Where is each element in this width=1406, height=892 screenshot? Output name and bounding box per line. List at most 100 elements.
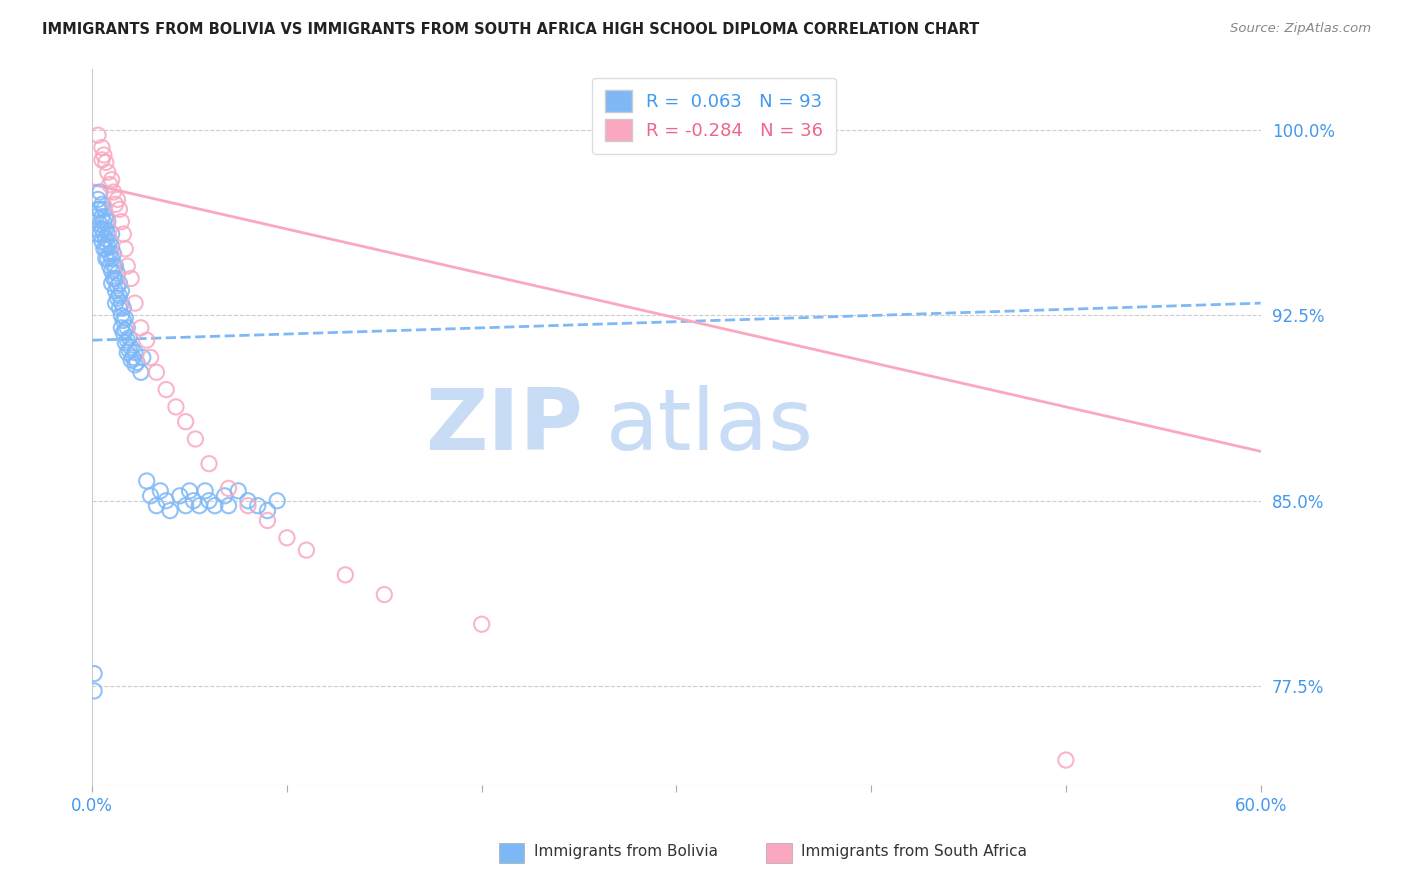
Point [83, 684, 105, 698]
Point [115, 259, 138, 273]
Point [103, 246, 125, 260]
Text: ZIP: ZIP [425, 385, 583, 468]
Point [98, 259, 121, 273]
Point [276, 531, 298, 545]
Point [100, 227, 122, 241]
Point [139, 351, 162, 365]
Point [145, 365, 167, 379]
Point [97, 214, 120, 228]
Point [90, 222, 112, 236]
Point [100, 239, 122, 253]
Point [103, 185, 125, 199]
Point [110, 214, 132, 228]
Point [120, 353, 142, 368]
Point [87, 128, 110, 143]
Point [89, 217, 111, 231]
Point [112, 313, 135, 327]
Point [90, 210, 112, 224]
Point [124, 345, 146, 359]
Point [90, 235, 112, 249]
Point [135, 333, 157, 347]
Point [118, 331, 141, 345]
Point [114, 310, 136, 325]
Point [184, 432, 207, 446]
Point [107, 291, 129, 305]
Point [218, 499, 240, 513]
Point [115, 321, 138, 335]
Point [204, 499, 226, 513]
Point [107, 278, 129, 293]
Point [194, 483, 217, 498]
Point [93, 202, 115, 217]
Point [169, 489, 191, 503]
Point [100, 252, 122, 266]
Point [256, 514, 278, 528]
Point [198, 493, 221, 508]
Point [90, 140, 112, 154]
Point [97, 239, 120, 253]
Point [159, 503, 181, 517]
Point [165, 400, 187, 414]
Point [110, 296, 132, 310]
Point [236, 493, 259, 508]
Point [104, 296, 127, 310]
Point [87, 202, 110, 217]
Point [110, 284, 132, 298]
Point [129, 365, 152, 379]
Point [256, 503, 278, 517]
Point [89, 185, 111, 199]
Point [112, 326, 135, 340]
Point [373, 588, 395, 602]
Point [226, 483, 249, 498]
Point [104, 259, 127, 273]
Point [104, 284, 127, 298]
Point [246, 499, 269, 513]
Point [124, 296, 146, 310]
Point [236, 499, 259, 513]
Point [145, 499, 167, 513]
Text: IMMIGRANTS FROM BOLIVIA VS IMMIGRANTS FROM SOUTH AFRICA HIGH SCHOOL DIPLOMA CORR: IMMIGRANTS FROM BOLIVIA VS IMMIGRANTS FR… [42, 22, 980, 37]
Point [179, 483, 201, 498]
Point [135, 474, 157, 488]
Point [94, 222, 117, 236]
Point [115, 345, 138, 359]
Point [104, 271, 127, 285]
Point [103, 259, 125, 273]
Point [108, 289, 131, 303]
Point [93, 148, 115, 162]
Point [110, 321, 132, 335]
Point [174, 499, 197, 513]
Point [89, 227, 111, 241]
Point [266, 493, 288, 508]
Point [155, 493, 177, 508]
Legend: R =  0.063   N = 93, R = -0.284   N = 36: R = 0.063 N = 93, R = -0.284 N = 36 [592, 78, 835, 154]
Point [108, 202, 131, 217]
Point [183, 493, 205, 508]
Point [107, 193, 129, 207]
Text: Source: ZipAtlas.com: Source: ZipAtlas.com [1230, 22, 1371, 36]
Point [125, 355, 148, 369]
Point [107, 267, 129, 281]
Point [97, 165, 120, 179]
Point [188, 499, 211, 513]
Point [98, 246, 121, 260]
Point [1054, 753, 1077, 767]
Point [98, 235, 121, 249]
Point [100, 264, 122, 278]
Point [295, 543, 318, 558]
Point [129, 321, 152, 335]
Point [94, 232, 117, 246]
Point [98, 178, 121, 192]
Point [97, 227, 120, 241]
Point [84, 227, 107, 241]
Point [110, 309, 132, 323]
Point [90, 197, 112, 211]
Point [112, 301, 135, 315]
Point [198, 457, 221, 471]
Point [149, 483, 172, 498]
Point [112, 227, 135, 241]
Point [214, 489, 236, 503]
Point [94, 242, 117, 256]
Point [124, 358, 146, 372]
Point [174, 415, 197, 429]
